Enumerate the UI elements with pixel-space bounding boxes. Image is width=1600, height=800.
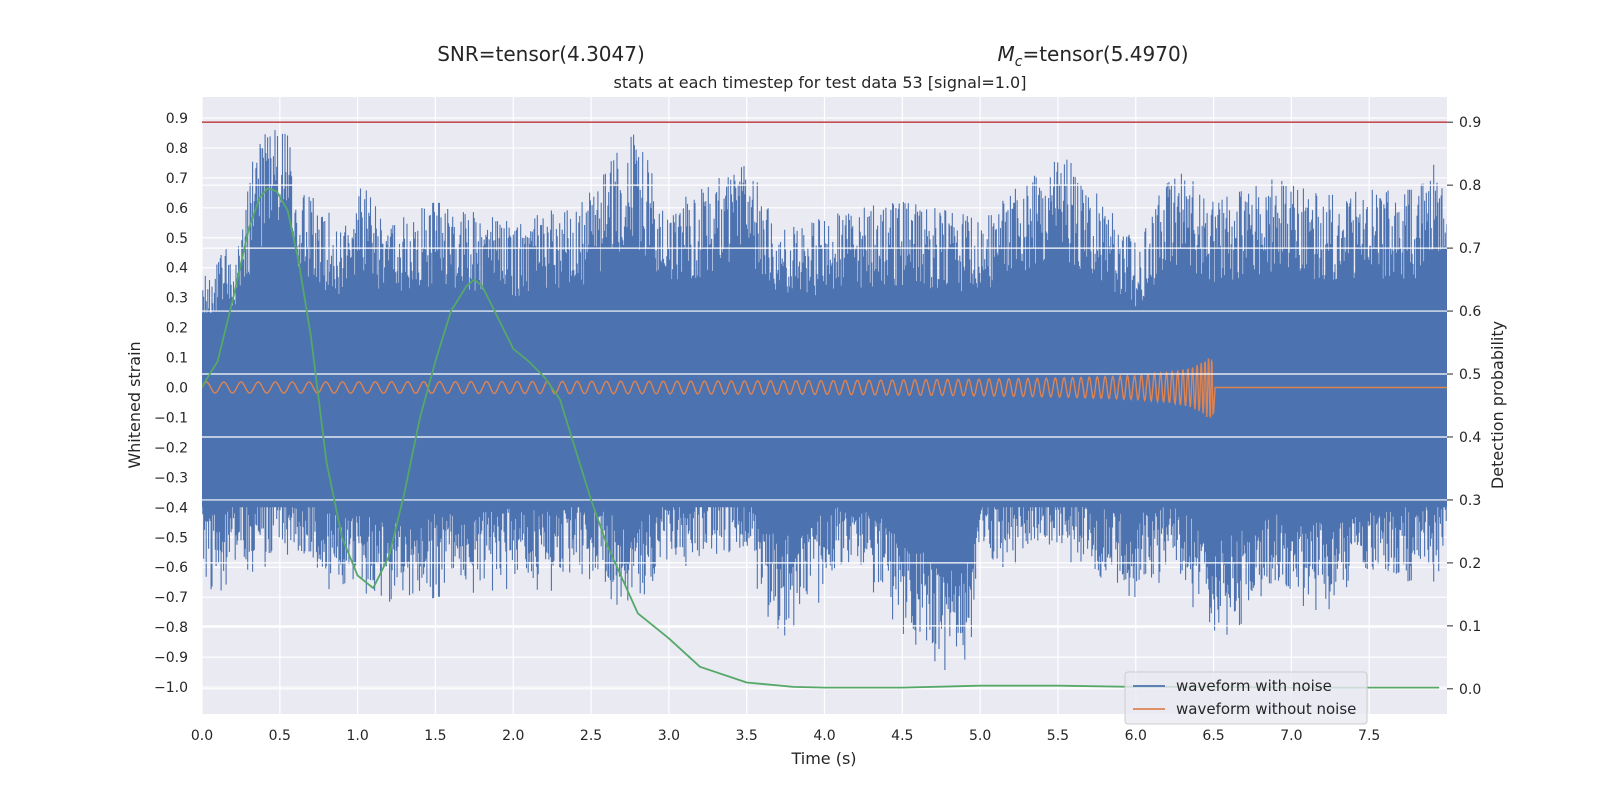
y-tick-label-8: 0.1 (166, 351, 188, 367)
legend: waveform with noise waveform without noi… (1124, 671, 1368, 725)
chirp-mass-label: Mc=tensor(5.4970) (997, 42, 1188, 70)
y-tick-label-19: −1.0 (154, 680, 188, 696)
clean-waveform-series (202, 358, 1447, 419)
y2-tick-label-6: 0.3 (1459, 493, 1481, 509)
x-tick-label-15: 7.5 (1358, 728, 1380, 744)
y2-tick-label-9: 0.0 (1459, 682, 1481, 698)
y-tick-label-7: 0.2 (166, 321, 188, 337)
y-tick-label-17: −0.8 (154, 620, 188, 636)
x-tick-label-13: 6.5 (1202, 728, 1224, 744)
y2-tick-label-3: 0.6 (1459, 304, 1481, 320)
x-tick-label-2: 1.0 (346, 728, 368, 744)
y-axis-label: Whitened strain (125, 341, 144, 468)
noisy-waveform-series (202, 130, 1447, 670)
detection-probability-line (202, 187, 1440, 689)
x-tick-label-14: 7.0 (1280, 728, 1302, 744)
chart-title: stats at each timestep for test data 53 … (614, 73, 1027, 92)
y-tick-label-13: −0.4 (154, 500, 188, 516)
y2-tick-label-7: 0.2 (1459, 556, 1481, 572)
y2-tick-label-4: 0.5 (1459, 367, 1481, 383)
y-tick-label-11: −0.2 (154, 440, 188, 456)
x-tick-label-12: 6.0 (1125, 728, 1147, 744)
x-tick-label-6: 3.0 (658, 728, 680, 744)
y-tick-label-14: −0.5 (154, 530, 188, 546)
y2-axis-ticks: 0.9 0.8 0.7 0.6 0.5 0.4 0.3 0.2 0.1 0.0 (1447, 115, 1481, 698)
y-tick-label-1: 0.8 (166, 141, 188, 157)
legend-frame (1124, 671, 1368, 725)
legend-label-clean: waveform without noise (1176, 700, 1356, 718)
y-tick-label-15: −0.6 (154, 560, 188, 576)
y-tick-label-0: 0.9 (166, 111, 188, 127)
y-tick-label-3: 0.6 (166, 201, 188, 217)
legend-label-noisy: waveform with noise (1176, 677, 1332, 695)
y-tick-label-4: 0.5 (166, 231, 188, 247)
x-tick-label-7: 3.5 (736, 728, 758, 744)
y2-tick-label-5: 0.4 (1459, 430, 1481, 446)
x-axis-label: Time (s) (790, 749, 856, 768)
x-tick-label-9: 4.5 (891, 728, 913, 744)
y-tick-label-5: 0.4 (166, 261, 188, 277)
y2-tick-label-8: 0.1 (1459, 619, 1481, 635)
x-tick-label-3: 1.5 (424, 728, 446, 744)
y-axis-ticks: 0.9 0.8 0.7 0.6 0.5 0.4 0.3 0.2 0.1 0.0 −0.1 −0.2 −0… (154, 111, 188, 696)
y2-tick-label-1: 0.8 (1459, 178, 1481, 194)
x-tick-label-10: 5.0 (969, 728, 991, 744)
y-tick-label-10: −0.1 (154, 410, 188, 426)
y-tick-label-18: −0.9 (154, 650, 188, 666)
x-tick-label-8: 4.0 (813, 728, 835, 744)
y-tick-label-2: 0.7 (166, 171, 188, 187)
y2-tick-label-2: 0.7 (1459, 241, 1481, 257)
y2-tick-label-0: 0.9 (1459, 115, 1481, 131)
clean-waveform-line (202, 358, 1447, 419)
x-tick-label-1: 0.5 (269, 728, 291, 744)
x-tick-label-11: 5.5 (1047, 728, 1069, 744)
y-tick-label-6: 0.3 (166, 291, 188, 307)
y-tick-label-16: −0.7 (154, 590, 188, 606)
y-tick-label-9: 0.0 (166, 381, 188, 397)
y-tick-label-12: −0.3 (154, 470, 188, 486)
x-tick-label-5: 2.5 (580, 728, 602, 744)
y2-axis-label: Detection probability (1488, 321, 1507, 489)
snr-label: SNR=tensor(4.3047) (437, 42, 645, 66)
noisy-waveform-core (202, 312, 1447, 508)
x-tick-label-0: 0.0 (191, 728, 213, 744)
x-axis-ticks: 0.0 0.5 1.0 1.5 2.0 2.5 3.0 3.5 4.0 4.5 5.0 5.5 6.0 6… (191, 728, 1380, 744)
x-tick-label-4: 2.0 (502, 728, 524, 744)
detection-probability-series (202, 187, 1440, 689)
